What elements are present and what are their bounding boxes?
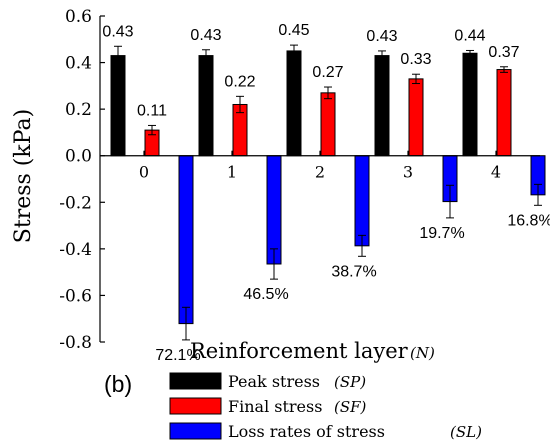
x-tick-label: 2 — [315, 163, 325, 182]
legend-label-final-stress: Final stress — [228, 397, 322, 416]
y-tick-label: -0.4 — [59, 240, 92, 260]
data-label: 0.43 — [190, 27, 221, 44]
legend-symbol-final-stress: (SF) — [334, 398, 367, 416]
legend-item-loss-rates: Loss rates of stress (SL) — [169, 422, 482, 441]
y-tick-label: 0.4 — [65, 54, 92, 74]
x-tick-label: 4 — [491, 163, 501, 182]
data-label: 0.11 — [137, 102, 167, 119]
error-bar — [412, 73, 420, 85]
axes: 0.6 0.4 0.2 0.0 -0.2 -0.4 -0.6 -0.8 0 1 2 3 4 — [59, 7, 540, 353]
data-label: 46.5% — [243, 286, 288, 303]
legend-swatch-peak-stress — [169, 372, 222, 390]
bar — [178, 155, 194, 325]
x-axis-label: Reinforcement layer (N) — [190, 339, 435, 363]
data-label: 0.45 — [278, 22, 309, 39]
legend-swatch-loss-rates — [169, 422, 222, 440]
data-label: 0.27 — [312, 64, 343, 81]
bar — [462, 52, 478, 157]
error-bar — [290, 44, 298, 58]
bar — [374, 55, 390, 157]
x-axis-label-text: Reinforcement layer — [190, 339, 409, 363]
y-tick-label: 0.6 — [65, 7, 92, 27]
error-bar — [446, 184, 454, 219]
bar — [198, 55, 214, 157]
error-bar — [324, 86, 332, 100]
data-label: 72.1% — [155, 347, 200, 364]
panel-label: (b) — [104, 371, 132, 397]
data-label: 0.44 — [454, 27, 485, 44]
legend-item-final-stress: Final stress (SF) — [169, 397, 367, 416]
bar — [320, 92, 336, 157]
bar — [110, 55, 126, 157]
data-label: 19.7% — [419, 225, 464, 242]
error-bar — [378, 50, 386, 61]
x-tick-label: 1 — [227, 163, 237, 182]
data-label: 0.33 — [400, 51, 431, 68]
bar — [286, 50, 302, 157]
plot-area: 0.43 0.43 0.45 0.43 0.44 0.11 0.22 0.27 0.33 0.37… — [102, 22, 550, 364]
x-tick-label: 0 — [139, 163, 149, 182]
bar — [408, 78, 424, 157]
data-label: 0.43 — [102, 23, 133, 40]
y-tick-label: -0.8 — [59, 333, 92, 353]
x-axis-label-symbol: (N) — [410, 344, 435, 362]
data-label: 0.22 — [224, 73, 255, 90]
error-bar — [358, 234, 366, 257]
error-bar — [500, 66, 508, 73]
data-label: 16.8% — [507, 212, 550, 229]
bar — [266, 155, 282, 265]
legend-symbol-loss-rates: (SL) — [450, 423, 482, 441]
y-tick-label: 0.0 — [65, 147, 92, 167]
error-bar — [202, 49, 210, 62]
y-axis-label: Stress (kPa) — [11, 109, 36, 243]
x-tick-label: 3 — [403, 163, 413, 182]
data-label: 0.43 — [366, 28, 397, 45]
data-label: 38.7% — [331, 263, 376, 280]
error-bar — [182, 306, 190, 341]
bar — [354, 155, 370, 247]
error-bar — [270, 248, 278, 280]
legend-item-peak-stress: Peak stress (SP) — [169, 372, 366, 391]
y-tick-label: -0.6 — [59, 286, 92, 306]
legend-symbol-peak-stress: (SP) — [334, 373, 366, 391]
y-tick-label: 0.2 — [65, 100, 92, 120]
legend-swatch-final-stress — [169, 397, 222, 415]
bar — [496, 69, 512, 157]
legend-label-loss-rates: Loss rates of stress — [228, 422, 385, 441]
error-bar — [148, 124, 156, 136]
error-bar — [236, 95, 244, 114]
error-bar — [114, 45, 122, 66]
data-label: 0.37 — [488, 44, 519, 61]
error-bar — [466, 49, 474, 57]
legend: Peak stress (SP) Final stress (SF) Loss … — [169, 372, 482, 441]
y-tick-label: -0.2 — [59, 193, 92, 213]
error-bar — [534, 183, 542, 206]
legend-label-peak-stress: Peak stress — [228, 372, 320, 391]
